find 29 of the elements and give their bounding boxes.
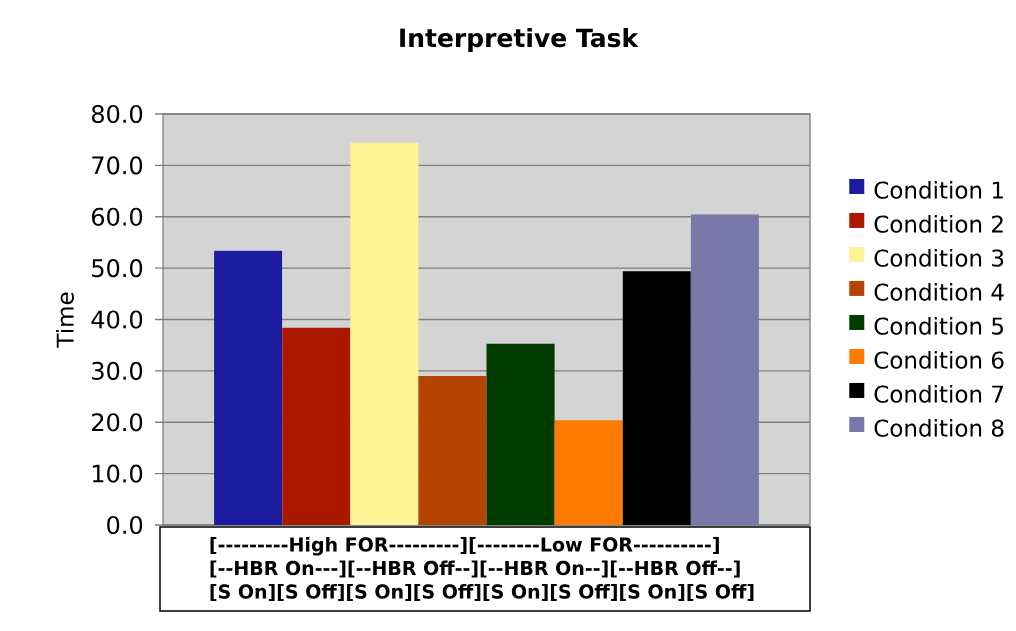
y-axis-title: Time [56, 292, 74, 348]
chart-title: Interpretive Task [400, 27, 639, 53]
y-tick-label: 40.0 [91, 310, 143, 329]
y-tick-label: 60.0 [91, 207, 143, 226]
y-tick-label: 30.0 [92, 361, 143, 380]
text: [---------High FOR---------][--------Low FOR----------] [210, 537, 719, 556]
legend-label: Condition 6 [874, 350, 1004, 369]
legend-label: Condition 2 [874, 214, 1003, 233]
bar [418, 376, 487, 525]
y-tick-label: 20.0 [92, 413, 143, 432]
bar [350, 142, 419, 525]
legend-label: Condition 3 [874, 248, 1004, 267]
text: [--HBR On---][--HBR Off--][--HBR On--][--HBR Off--] [210, 560, 740, 578]
legend-label: Condition 5 [874, 316, 1003, 335]
bar [554, 420, 623, 525]
bar [486, 343, 555, 525]
legend-label: Condition 1 [874, 180, 1003, 199]
y-tick-label: 10.0 [92, 464, 143, 483]
bar [690, 214, 759, 525]
bar [214, 250, 283, 525]
y-tick-label: 0.0 [107, 515, 143, 535]
legend-label: Condition 8 [874, 418, 1004, 437]
legend-label: Condition 7 [874, 384, 1004, 403]
text: [S On][S Off][S On][S Off][S On][S Off][S On][S Off] [210, 584, 754, 601]
y-tick-label: 80.0 [91, 104, 143, 124]
y-tick-label: 70.0 [92, 156, 143, 175]
legend-label: Condition 4 [874, 282, 1004, 301]
bar [282, 327, 351, 525]
y-tick-label: 50.0 [92, 259, 143, 278]
